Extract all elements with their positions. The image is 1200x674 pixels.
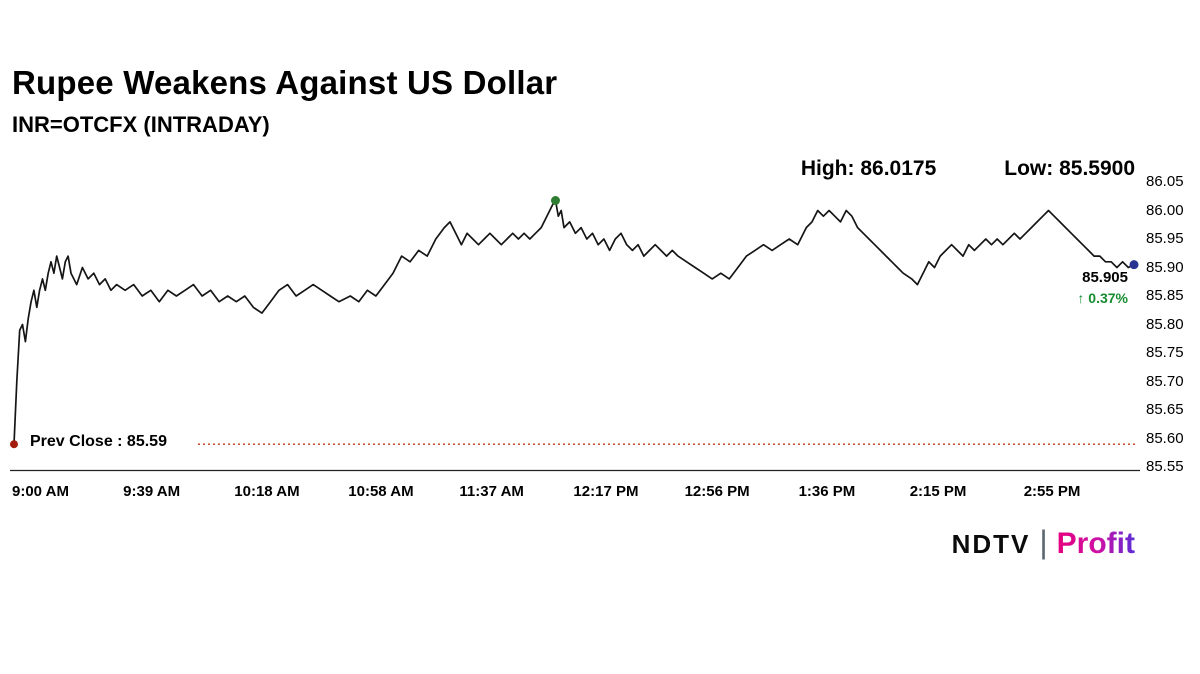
low-stat: Low: 85.5900 bbox=[1004, 157, 1135, 180]
last-price-change: ↑ 0.37% bbox=[1077, 289, 1128, 306]
prev-close-label: Prev Close : 85.59 bbox=[30, 433, 173, 452]
last-price-annotation: 85.905 ↑ 0.37% bbox=[1044, 269, 1128, 306]
logo-separator-icon: | bbox=[1039, 524, 1048, 560]
price-series-line bbox=[13, 199, 1135, 446]
prev-close-dot bbox=[10, 440, 18, 449]
high-stat: High: 86.0175 bbox=[800, 157, 937, 180]
session-high-dot bbox=[550, 196, 560, 206]
ndtv-wordmark: NDTV bbox=[951, 528, 1031, 559]
high-low-row: High: 86.0175 Low: 85.5900 bbox=[801, 157, 1135, 181]
page-title: Rupee Weakens Against US Dollar bbox=[12, 64, 558, 101]
profit-wordmark: Profit bbox=[1056, 527, 1135, 560]
last-price-dot bbox=[1129, 260, 1139, 270]
chart-subtitle: INR=OTCFX (INTRADAY) bbox=[12, 112, 270, 137]
last-price-value: 85.905 bbox=[1082, 268, 1128, 286]
ndtv-profit-logo: NDTV | Profit bbox=[951, 524, 1135, 561]
